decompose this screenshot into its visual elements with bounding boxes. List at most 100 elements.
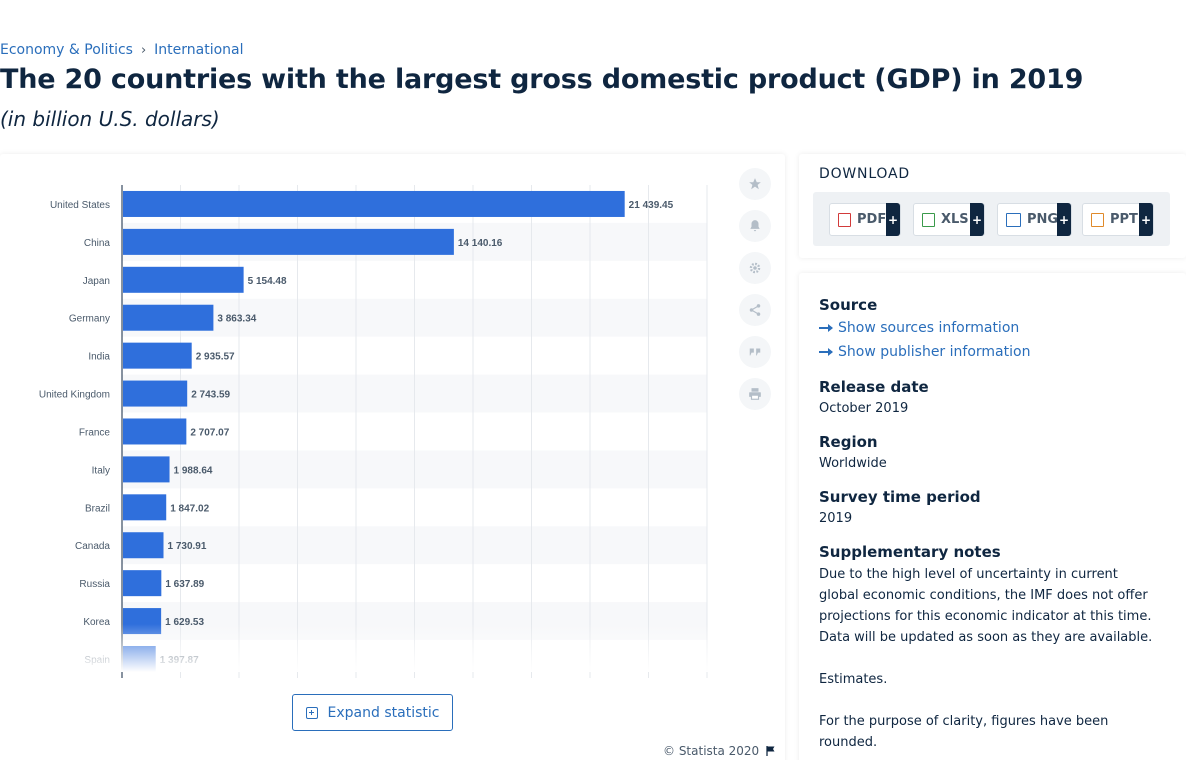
gear-icon — [749, 262, 761, 274]
supplementary-note: Estimates. — [819, 672, 888, 687]
copyright-notice: © Statista 2020 — [663, 744, 777, 758]
bar[interactable] — [123, 304, 214, 331]
flag-icon[interactable] — [765, 745, 777, 757]
data-label: 1 637.89 — [165, 579, 204, 590]
bar[interactable] — [123, 456, 170, 483]
arrow-right-icon — [819, 348, 833, 356]
chart-fade-overlay — [0, 624, 720, 672]
expand-statistic-button[interactable]: Expand statistic — [292, 694, 453, 731]
expand-icon — [305, 706, 318, 719]
category-label: Germany — [69, 314, 110, 325]
data-label: 2 743.59 — [191, 390, 230, 401]
notification-button[interactable] — [739, 210, 771, 242]
copyright-text: © Statista 2020 — [663, 744, 760, 758]
bar[interactable] — [123, 494, 167, 521]
category-label: Italy — [92, 465, 110, 476]
survey-period-value: 2019 — [819, 511, 853, 526]
download-pdf-button[interactable]: PDF + — [829, 203, 901, 236]
share-icon — [749, 304, 761, 316]
bar[interactable] — [123, 570, 162, 597]
bar[interactable] — [123, 342, 192, 369]
download-ppt-label: PPT — [1110, 212, 1138, 227]
region-heading: Region — [819, 433, 878, 451]
download-title: DOWNLOAD — [819, 166, 910, 182]
chart-toolbar — [739, 168, 771, 420]
data-label: 3 863.34 — [217, 314, 256, 325]
download-xls-plus[interactable]: + — [970, 203, 984, 236]
download-png-plus[interactable]: + — [1057, 203, 1071, 236]
download-ppt-button[interactable]: PPT + — [1082, 203, 1154, 236]
pdf-file-icon — [838, 212, 851, 227]
download-png-button[interactable]: PNG + — [997, 203, 1072, 236]
xls-file-icon — [922, 212, 935, 227]
breadcrumb-separator: › — [140, 42, 147, 58]
category-label: Russia — [79, 579, 110, 590]
category-label: United Kingdom — [39, 390, 110, 401]
page-subtitle: (in billion U.S. dollars) — [0, 107, 220, 131]
settings-button[interactable] — [739, 252, 771, 284]
statistic-info-panel: Source Show sources information Show pub… — [799, 273, 1186, 760]
supplementary-notes-heading: Supplementary notes — [819, 543, 1001, 561]
star-icon — [749, 178, 761, 190]
png-file-icon — [1006, 212, 1021, 227]
download-panel: DOWNLOAD PDF + XLS + PNG + PPT + — [799, 154, 1186, 258]
show-sources-label: Show sources information — [838, 320, 1020, 336]
citation-button[interactable] — [739, 336, 771, 368]
release-date-value: October 2019 — [819, 401, 909, 416]
download-buttons-area: PDF + XLS + PNG + PPT + — [813, 192, 1170, 246]
supplementary-notes: Due to the high level of uncertainty in … — [819, 564, 1159, 760]
category-label: United States — [50, 200, 110, 211]
data-label: 1 730.91 — [168, 541, 207, 552]
supplementary-note: Due to the high level of uncertainty in … — [819, 567, 1153, 645]
expand-statistic-label: Expand statistic — [327, 704, 440, 721]
print-button[interactable] — [739, 378, 771, 410]
favorite-button[interactable] — [739, 168, 771, 200]
bar[interactable] — [123, 190, 625, 217]
category-label: India — [88, 352, 110, 363]
download-ppt-plus[interactable]: + — [1139, 203, 1153, 236]
arrow-right-icon — [819, 324, 833, 332]
bell-icon — [750, 220, 760, 232]
data-label: 2 707.07 — [190, 427, 229, 438]
data-label: 1 847.02 — [170, 503, 209, 514]
download-pdf-plus[interactable]: + — [886, 203, 900, 236]
breadcrumb-international-link[interactable]: International — [154, 42, 244, 58]
ppt-file-icon — [1091, 212, 1104, 227]
data-label: 5 154.48 — [248, 276, 287, 287]
data-label: 14 140.16 — [458, 238, 503, 249]
region-value: Worldwide — [819, 456, 887, 471]
category-label: Brazil — [85, 503, 110, 514]
breadcrumb-economy-link[interactable]: Economy & Politics — [0, 42, 133, 58]
share-button[interactable] — [739, 294, 771, 326]
show-publisher-link[interactable]: Show publisher information — [819, 344, 1030, 360]
chart-card: United States 21 439.45 China 14 140.16 Japa… — [0, 154, 785, 760]
supplementary-note: For the purpose of clarity, figures have… — [819, 714, 1109, 750]
download-xls-button[interactable]: XLS + — [913, 203, 985, 236]
data-label: 21 439.45 — [629, 200, 674, 211]
bar[interactable] — [123, 418, 187, 445]
source-heading: Source — [819, 296, 878, 314]
print-icon — [749, 388, 761, 400]
category-label: Canada — [75, 541, 110, 552]
bar[interactable] — [123, 380, 188, 407]
category-label: Korea — [83, 617, 110, 628]
category-label: China — [84, 238, 111, 249]
download-png-label: PNG — [1027, 212, 1059, 227]
data-label: 1 629.53 — [165, 617, 204, 628]
show-sources-link[interactable]: Show sources information — [819, 320, 1019, 336]
download-xls-label: XLS — [941, 212, 969, 227]
category-label: France — [79, 427, 111, 438]
bar[interactable] — [123, 532, 164, 559]
data-label: 1 988.64 — [174, 465, 213, 476]
download-pdf-label: PDF — [857, 212, 887, 227]
data-label: 2 935.57 — [196, 352, 235, 363]
bar[interactable] — [123, 228, 454, 255]
quote-icon — [749, 348, 761, 356]
release-date-heading: Release date — [819, 378, 929, 396]
survey-period-heading: Survey time period — [819, 488, 981, 506]
show-publisher-label: Show publisher information — [838, 344, 1031, 360]
page-title: The 20 countries with the largest gross … — [0, 64, 1084, 95]
breadcrumb: Economy & Politics › International — [0, 42, 244, 58]
category-label: Japan — [83, 276, 110, 287]
bar[interactable] — [123, 266, 244, 293]
